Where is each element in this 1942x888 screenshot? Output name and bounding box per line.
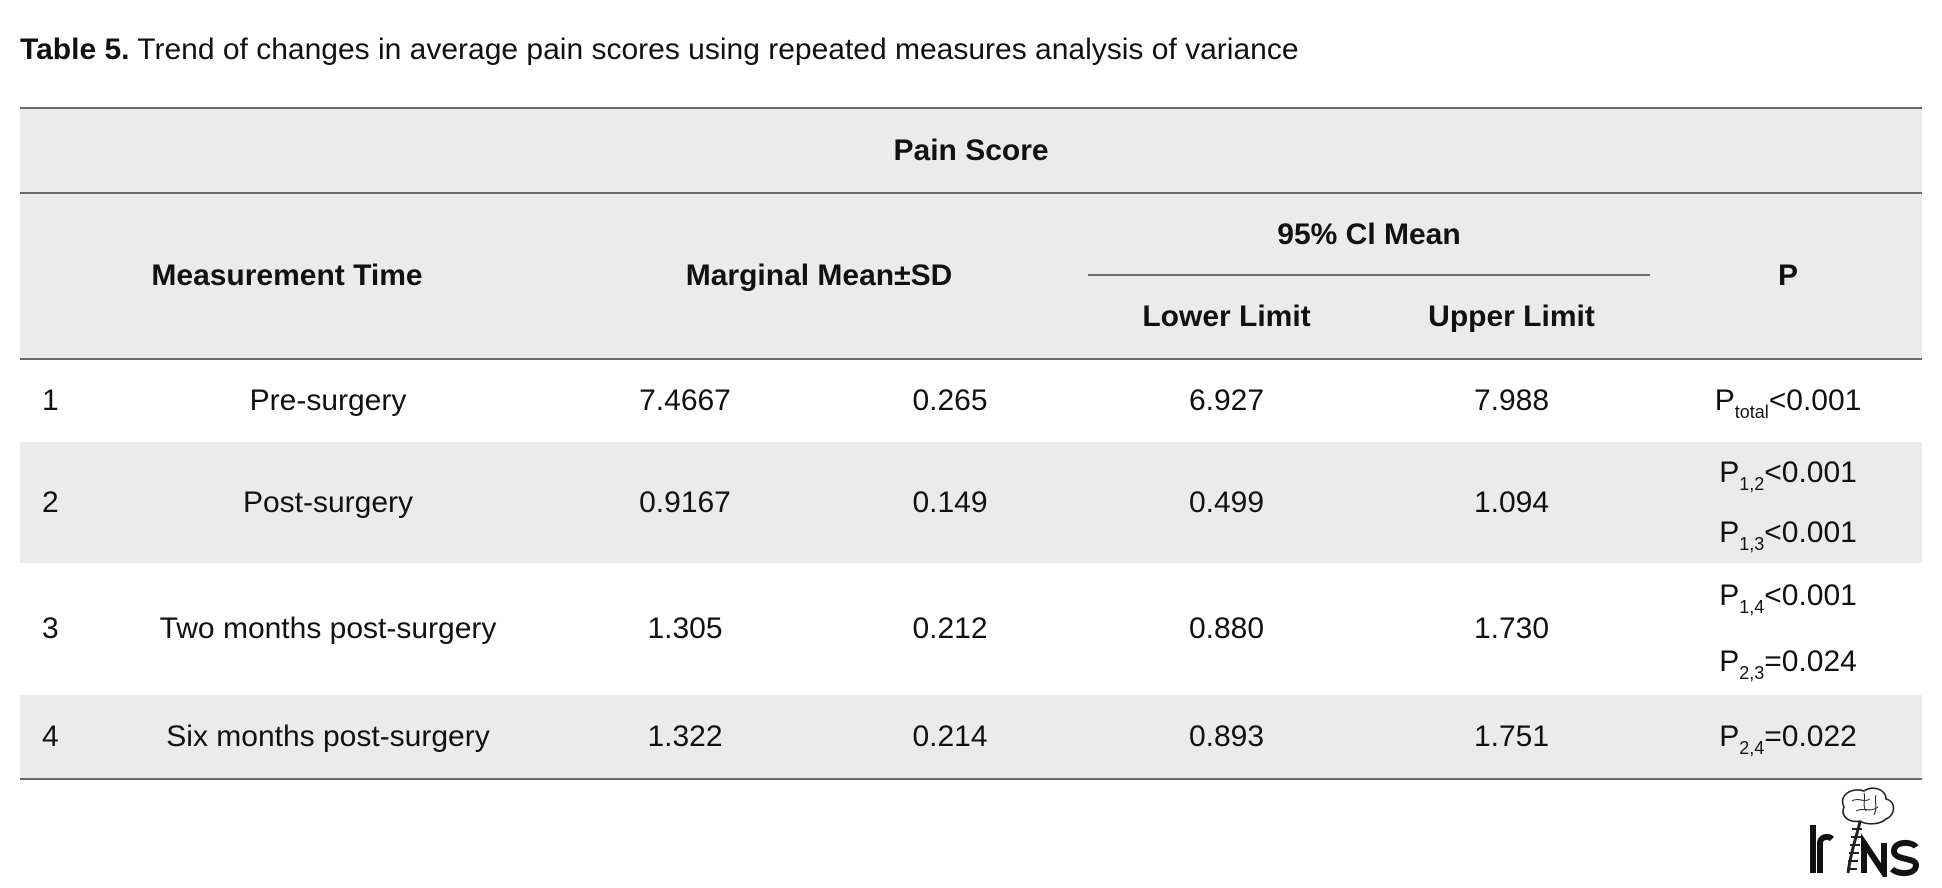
row-mean: 0.9167 xyxy=(554,442,816,563)
row-mean: 7.4667 xyxy=(554,359,816,442)
row-lower: 6.927 xyxy=(1084,359,1369,442)
row-index: 4 xyxy=(20,695,102,780)
p-value: Ptotal<0.001 xyxy=(1714,384,1862,422)
header-pain-score: Pain Score xyxy=(20,107,1923,194)
header-ci-mean: 95% Cl Mean xyxy=(1084,193,1654,276)
row-sd: 0.214 xyxy=(816,695,1084,780)
row-time: Six months post-surgery xyxy=(102,695,554,780)
table-caption: Table 5. Trend of changes in average pai… xyxy=(20,30,1299,70)
p-value-cell: P2,4=0.022 xyxy=(1654,695,1923,780)
p-value-cell: Ptotal<0.001 xyxy=(1654,359,1923,442)
row-upper: 7.988 xyxy=(1369,359,1654,442)
p-value-cell: P1,2<0.001 P1,3<0.001 xyxy=(1654,442,1923,563)
row-lower: 0.499 xyxy=(1084,442,1369,563)
table-row: 4 Six months post-surgery 1.322 0.214 0.… xyxy=(20,695,1923,780)
row-time: Pre-surgery xyxy=(102,359,554,442)
row-upper: 1.730 xyxy=(1369,563,1654,695)
row-index: 3 xyxy=(20,563,102,695)
table-row: 1 Pre-surgery 7.4667 0.265 6.927 7.988 P… xyxy=(20,359,1923,442)
p-value: P1,2<0.001 xyxy=(1719,455,1857,494)
row-sd: 0.212 xyxy=(816,563,1084,695)
table-title: Trend of changes in average pain scores … xyxy=(129,33,1299,66)
table-row: 3 Two months post-surgery 1.305 0.212 0.… xyxy=(20,563,1923,695)
header-measurement-time: Measurement Time xyxy=(20,193,554,359)
p-value: P2,4=0.022 xyxy=(1719,719,1857,758)
journal-logo xyxy=(1808,785,1920,883)
row-upper: 1.751 xyxy=(1369,695,1654,780)
row-index: 1 xyxy=(20,359,102,442)
header-marginal-mean-sd: Marginal Mean±SD xyxy=(554,193,1084,359)
table-row: 2 Post-surgery 0.9167 0.149 0.499 1.094 … xyxy=(20,442,1923,563)
p-value: P2,3=0.024 xyxy=(1719,645,1857,683)
p-value: P1,4<0.001 xyxy=(1719,579,1857,617)
row-lower: 0.880 xyxy=(1084,563,1369,695)
row-mean: 1.322 xyxy=(554,695,816,780)
row-time: Two months post-surgery xyxy=(102,563,554,695)
p-value: P1,3<0.001 xyxy=(1719,515,1857,554)
row-sd: 0.149 xyxy=(816,442,1084,563)
brain-spine-logo-icon xyxy=(1810,787,1920,883)
header-upper-limit: Upper Limit xyxy=(1369,276,1654,359)
row-upper: 1.094 xyxy=(1369,442,1654,563)
row-sd: 0.265 xyxy=(816,359,1084,442)
header-lower-limit: Lower Limit xyxy=(1084,276,1369,359)
p-value-cell: P1,4<0.001 P2,3=0.024 xyxy=(1654,563,1923,695)
row-index: 2 xyxy=(20,442,102,563)
header-p: P xyxy=(1654,193,1923,359)
table-label: Table 5. xyxy=(20,33,130,66)
row-mean: 1.305 xyxy=(554,563,816,695)
pain-score-table: Pain Score Measurement Time Marginal Mea… xyxy=(20,107,1923,780)
row-lower: 0.893 xyxy=(1084,695,1369,780)
row-time: Post-surgery xyxy=(102,442,554,563)
